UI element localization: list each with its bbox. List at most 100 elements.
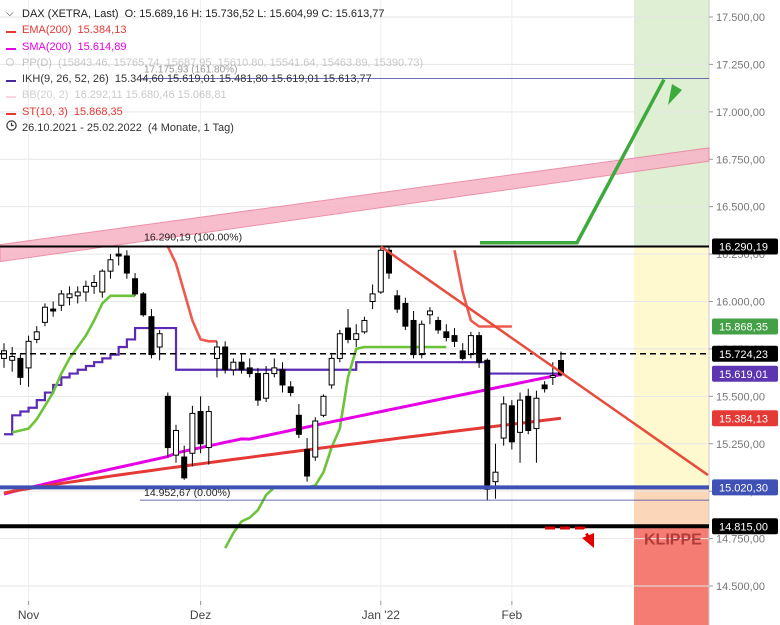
swatch (6, 57, 14, 66)
candle-body-up (320, 395, 327, 416)
candle (58, 290, 65, 311)
candle (263, 365, 270, 403)
legend-row[interactable]: ST(10, 3) 15.868,35 (6, 104, 423, 120)
candle-body-down (197, 411, 204, 445)
price-tag-label: 15.020,30 (719, 482, 768, 494)
candle (213, 341, 220, 378)
legend-row[interactable]: BB(20, 2) 16.292,11 15.680,46 15.068,81 (6, 87, 423, 103)
candle (369, 284, 376, 310)
candle-body-up (33, 331, 40, 340)
candle (173, 424, 180, 463)
candle-body-down (410, 319, 417, 356)
candle (533, 390, 540, 463)
swatch (6, 112, 16, 115)
candle-body-up (41, 306, 48, 323)
candle-body-up (82, 285, 89, 293)
candle (328, 354, 335, 389)
price-tag: 16.290,19 (712, 238, 778, 255)
candle (222, 341, 229, 374)
candle-body-up (426, 310, 433, 316)
legend-row[interactable]: PP(D) (15843.46, 15765.74, 15687.95, 1561… (6, 55, 423, 71)
price-tag-label: 16.290,19 (719, 241, 768, 253)
candles (1, 246, 564, 501)
candle-body-up (25, 340, 32, 369)
candle-body-up (173, 429, 180, 456)
candle-body-up (66, 293, 73, 299)
fib-top-label: 16.290,19 (100.00%) (144, 231, 242, 243)
candle (140, 292, 147, 317)
candle-body-up (369, 293, 376, 302)
candle (410, 310, 417, 359)
chevron-icon[interactable]: ⌵ (6, 8, 14, 19)
legend-row-values: (15843.46, 15765.74, 15687.95, 15610.80,… (57, 56, 424, 69)
candle (246, 358, 253, 378)
price-tag: 15.868,35 (712, 318, 778, 335)
y-axis: 14.500,0014.750,0015.000,0015.250,0015.5… (709, 12, 778, 593)
candle (33, 326, 40, 344)
candle-body-down (345, 327, 352, 340)
price-tag-bg (712, 518, 778, 535)
candle (279, 362, 286, 393)
candle (9, 347, 16, 372)
candle-body-down (525, 395, 532, 431)
candle (66, 286, 73, 306)
candle-body-down (435, 319, 442, 331)
legend-row-name: ST(10, 3) (22, 105, 68, 118)
y-tick-label: 16.750,00 (716, 154, 765, 166)
x-axis: Nov Dez Jan '22 Feb (18, 601, 523, 622)
dot-swatch-icon (6, 55, 18, 71)
legend-row[interactable]: IKH(9, 26, 52, 26) 15.344,60 15.619,01 15… (6, 71, 423, 87)
candle-body-down (123, 255, 130, 274)
candle (312, 417, 319, 461)
candle-body-down (115, 253, 122, 257)
legend-row-name: EMA(200) (22, 24, 72, 37)
candle-body-down (459, 350, 466, 359)
candle (492, 443, 499, 499)
candle (148, 309, 155, 359)
candle-body-up (91, 282, 98, 287)
candle-body-up (107, 259, 114, 272)
legend-row[interactable]: SMA(200) 15.614,89 (6, 39, 423, 55)
legend-row-name: BB(20, 2) (22, 89, 69, 102)
price-tag: 14.815,00 (712, 518, 778, 535)
candle-body-up (533, 397, 540, 430)
legend-row-name: PP(D) (22, 56, 52, 69)
supertrend-red-2 (453, 250, 512, 328)
candle-body-up (377, 249, 384, 293)
x-tick-label: Jan '22 (362, 608, 401, 622)
candle (451, 328, 458, 348)
candle-body-down (132, 278, 139, 295)
candle-body-up (58, 293, 65, 306)
legend-row[interactable]: EMA(200) 15.384,13 (6, 22, 423, 38)
clock-icon (6, 120, 18, 136)
candle-body-down (140, 293, 147, 316)
candle (181, 445, 188, 480)
candle-body-down (164, 395, 171, 449)
candle (508, 400, 515, 450)
price-tag-label: 15.724,23 (719, 349, 768, 361)
legend-row-name: IKH(9, 26, 52, 26) (22, 73, 109, 86)
candle-body-down (508, 405, 515, 443)
y-tick-label: 16.000,00 (716, 297, 765, 309)
legend-row[interactable]: 26.10.2021 - 25.02.2022 (4 Monate, 1 Tag) (6, 120, 423, 136)
candle (394, 290, 401, 313)
candle (525, 388, 532, 435)
candle-body-down (181, 456, 188, 479)
price-tag-bg (712, 345, 778, 362)
candle (402, 297, 409, 330)
legend-ohlc: O: 15.689,16 H: 15.736,52 L: 15.604,99 C… (124, 8, 385, 20)
candle-body-up (99, 270, 106, 293)
candle (230, 358, 237, 376)
ema200-line (3, 416, 562, 495)
swatch (6, 47, 16, 50)
fib-bottom-label: 14.952,67 (0.00%) (144, 487, 230, 499)
sma200-line (3, 373, 562, 496)
y-tick-label: 17.250,00 (716, 59, 765, 71)
candle-body-down (476, 335, 483, 363)
background-zones (634, 0, 709, 625)
zone-yellow (634, 246, 709, 488)
price-tag-bg (712, 365, 778, 382)
candle (377, 246, 384, 294)
candle (205, 405, 212, 465)
candle (295, 403, 302, 439)
